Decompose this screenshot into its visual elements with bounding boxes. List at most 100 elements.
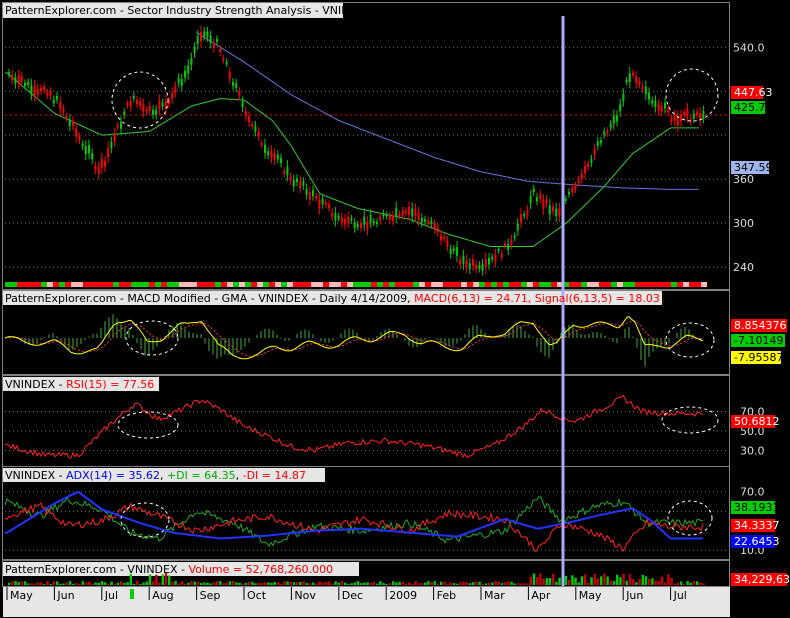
price-candle (40, 87, 42, 91)
price-candle (164, 100, 167, 110)
price-candle (97, 166, 100, 174)
signal-strip-segment (383, 282, 389, 287)
price-candle (590, 158, 593, 163)
price-candle (91, 153, 94, 160)
volume-bar (200, 583, 203, 585)
price-candle (523, 214, 526, 217)
volume-bar (248, 581, 251, 585)
value-badge (731, 351, 781, 364)
price-candle (232, 82, 234, 87)
price-candle (158, 100, 161, 110)
value-badge (731, 573, 787, 586)
price-candle (584, 166, 586, 173)
signal-strip-segment (209, 282, 215, 287)
volume-bar (545, 578, 548, 585)
price-candle (440, 235, 442, 241)
volume-bar (609, 580, 612, 585)
signal-strip-segment (239, 282, 245, 287)
signal-strip-segment (641, 282, 647, 287)
value-badge (731, 501, 775, 514)
value-badge (731, 334, 785, 347)
volume-bar (424, 582, 427, 585)
price-candle (107, 148, 110, 157)
volume-bar (24, 581, 27, 585)
price-candle (648, 92, 650, 100)
price-candle (193, 47, 196, 53)
x-axis-month-label: Jun (625, 589, 643, 602)
volume-bar (488, 582, 491, 585)
signal-strip-segment (683, 282, 689, 287)
signal-strip-segment (461, 282, 467, 287)
price-candle (315, 195, 318, 199)
rsi-line (4, 394, 704, 459)
volume-bar (478, 581, 481, 585)
volume-bar (324, 582, 328, 585)
signal-strip-segment (329, 282, 335, 287)
x-axis-month-label: May (579, 589, 602, 602)
signal-strip-segment (407, 282, 413, 287)
price-candle (369, 214, 372, 223)
highlight-circle (111, 71, 169, 129)
value-badge (731, 415, 775, 428)
signal-strip-segment (443, 282, 449, 287)
volume-bar (356, 581, 360, 585)
signal-strip-segment (545, 282, 551, 287)
volume-bar (497, 581, 500, 585)
volume-bar (584, 574, 587, 585)
price-candle (209, 35, 212, 44)
volume-bar (379, 581, 382, 585)
price-candle (641, 86, 644, 90)
volume-bar (555, 581, 558, 585)
volume-bar (334, 581, 337, 585)
signal-strip-segment (233, 282, 239, 287)
price-candle (382, 213, 385, 217)
price-candle (292, 180, 295, 187)
volume-bar (427, 581, 430, 585)
signal-strip-segment (179, 282, 185, 287)
signal-strip-segment (11, 282, 17, 287)
value-badge (731, 319, 787, 332)
volume-bar (232, 581, 235, 585)
price-candle (299, 180, 302, 188)
rsi-tick-label: 30.0 (740, 444, 765, 457)
volume-bar (27, 583, 30, 585)
price-candle (116, 125, 119, 128)
price-candle (27, 81, 30, 85)
signal-strip-segment (647, 282, 653, 287)
signal-strip-segment (65, 282, 71, 287)
volume-bar (363, 582, 366, 585)
signal-strip-segment (281, 282, 287, 287)
volume-bar (417, 583, 420, 585)
signal-strip-segment (539, 282, 545, 287)
signal-strip-segment (5, 282, 11, 287)
signal-strip-segment (635, 282, 641, 287)
signal-strip-segment (527, 282, 533, 287)
volume-bar (353, 582, 356, 585)
signal-strip-segment (107, 282, 113, 287)
volume-bar (638, 578, 641, 585)
volume-bar (180, 581, 184, 585)
x-axis-month-label: Mar (484, 589, 505, 602)
price-candle (305, 188, 308, 195)
price-candle (56, 95, 58, 100)
price-candle (353, 222, 356, 229)
value-badge-label: -7.10149 (734, 334, 783, 347)
volume-bar (273, 581, 276, 585)
price-candle (603, 131, 606, 136)
volume-bar (504, 582, 507, 585)
signal-strip-segment (659, 282, 665, 287)
signal-strip-segment (341, 282, 347, 287)
volume-bar (132, 583, 136, 585)
price-candle (363, 216, 366, 225)
price-candle (94, 165, 97, 171)
volume-bar (219, 581, 222, 585)
price-candle (539, 194, 542, 200)
price-candle (676, 116, 679, 126)
volume-bar (680, 581, 683, 585)
volume-bar (507, 581, 510, 585)
price-candle (235, 83, 238, 88)
price-candle (68, 119, 71, 127)
volume-bar (651, 578, 654, 585)
price-candle (596, 141, 599, 147)
price-candle (129, 100, 132, 107)
